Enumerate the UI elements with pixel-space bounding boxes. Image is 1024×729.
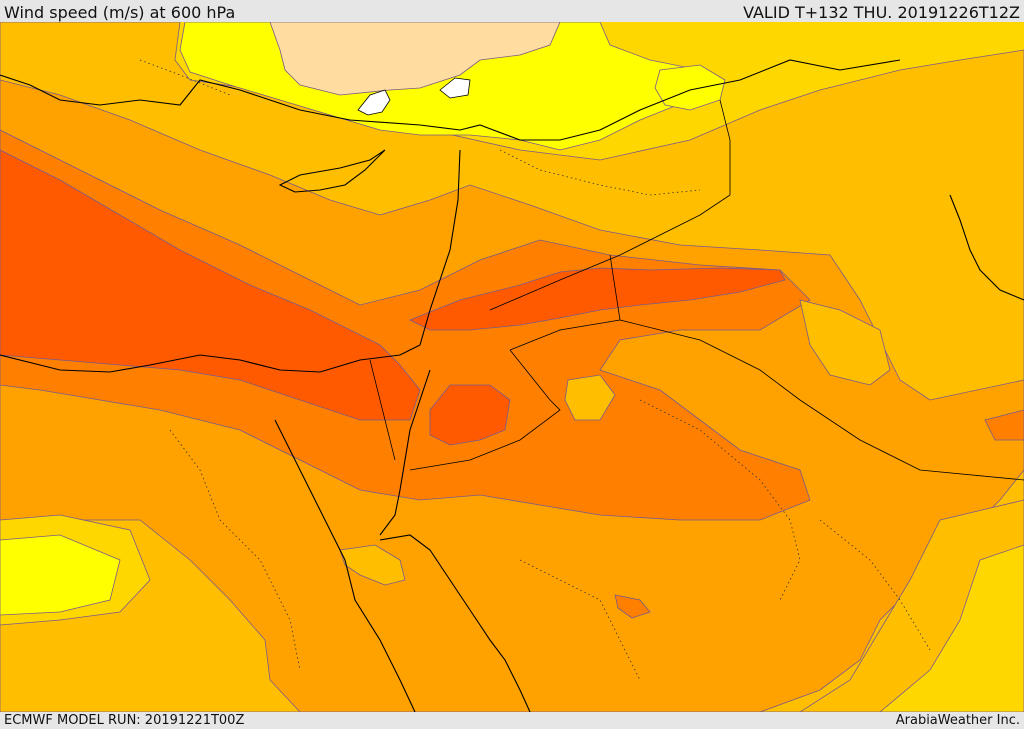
wind-speed-map	[0, 22, 1024, 712]
model-run: ECMWF MODEL RUN: 20191221T00Z	[4, 713, 245, 728]
band-15-20-saudi	[564, 374, 616, 421]
band-15-20-sinai	[339, 544, 406, 586]
band-25-30	[0, 129, 811, 521]
band-30-35-right	[984, 409, 1024, 441]
map-title: Wind speed (m/s) at 600 hPa	[4, 3, 236, 22]
band-10-15-se	[879, 544, 1024, 712]
footer-bar: ECMWF MODEL RUN: 20191221T00Z ArabiaWeat…	[0, 712, 1024, 729]
borders	[369, 99, 1024, 481]
band-5-10-ne	[654, 64, 726, 111]
internal-boundaries	[139, 59, 931, 681]
band-30-35-east	[409, 267, 786, 331]
calm-spot-1	[357, 89, 391, 116]
map-svg	[0, 22, 1024, 712]
band-25-30-blob	[614, 594, 651, 619]
header-bar: Wind speed (m/s) at 600 hPa VALID T+132 …	[0, 0, 1024, 22]
calm-spot-2	[439, 77, 471, 99]
coastlines	[0, 59, 1024, 712]
valid-time: VALID T+132 THU. 20191226T12Z	[743, 3, 1020, 22]
credit: ArabiaWeather Inc.	[895, 713, 1020, 728]
band-low-north	[269, 22, 561, 96]
band-30-35-core	[0, 149, 421, 421]
band-5-10-sw	[0, 534, 121, 616]
band-15-20-iraq	[799, 299, 891, 386]
band-30-35-jordan	[429, 384, 511, 446]
